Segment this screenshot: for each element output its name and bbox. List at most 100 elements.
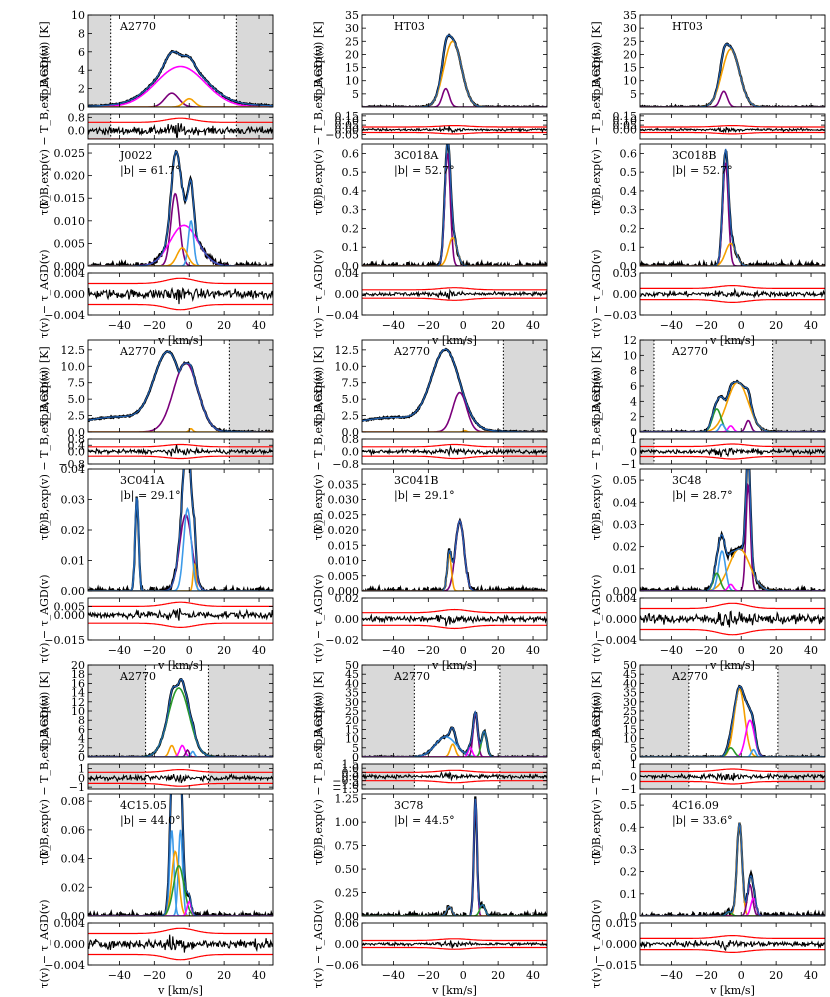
axes-frame	[87, 763, 274, 790]
excluded-region	[499, 665, 547, 757]
gaussian-component	[362, 153, 547, 266]
y-tick-label: 0.025	[54, 147, 86, 160]
x-tick-label: 40	[804, 644, 818, 657]
x-tick-label: 20	[491, 644, 505, 657]
y-tick-label: 14	[71, 687, 85, 700]
y-tick-label: 0.5	[620, 166, 638, 179]
y-tick-label: 0.000	[54, 938, 86, 951]
y-tick-label: 0.6	[620, 147, 638, 160]
model-fit	[362, 519, 547, 591]
y-tick-label: 10	[623, 349, 637, 362]
y-tick-label: 0.15	[335, 110, 360, 123]
gaussian-component	[362, 237, 547, 266]
y-tick-label: 0.4	[342, 185, 360, 198]
y-axis-label: τ(v)	[38, 195, 51, 216]
x-tick-label: −40	[382, 969, 405, 982]
axes-frame	[87, 339, 274, 433]
y-axis-label: τ(v) − τ_AGD(v)	[590, 574, 603, 663]
y-tick-label: 0.005	[54, 237, 86, 250]
axes-frame	[361, 468, 548, 592]
y-tick-label: −0.004	[44, 959, 85, 972]
latitude-label: |b| = 52.7°	[672, 164, 733, 178]
y-axis-label: τ(v)	[590, 520, 603, 541]
y-tick-label: 10	[71, 705, 85, 718]
data-spectrum	[640, 469, 825, 591]
data-spectrum	[362, 796, 547, 916]
y-axis-label: T_B,exp(v) [K]	[312, 671, 325, 750]
y-tick-label: 35	[623, 687, 637, 700]
error-envelope-upper	[362, 769, 547, 773]
y-tick-label: −0.04	[325, 309, 359, 322]
y-tick-label: 6	[78, 723, 85, 736]
x-tick-label: 0	[186, 969, 193, 982]
gaussian-component	[88, 513, 273, 591]
residual-line	[88, 122, 273, 138]
y-axis-label: T_B,exp(v) − T_B,exp,AGD(v)	[590, 370, 603, 533]
y-tick-label: 15	[345, 62, 359, 75]
y-tick-label: 0.030	[328, 494, 360, 507]
model-fit	[640, 43, 825, 107]
gaussian-component	[88, 849, 273, 916]
residual-line	[88, 286, 273, 305]
subplot-E-tau: 0.000 0.005 0.010 0.015 0.020 0.025 0.030 0.035…	[312, 468, 548, 598]
x-tick-label: 40	[526, 969, 540, 982]
y-tick-label: 15	[623, 723, 637, 736]
gaussian-component	[88, 192, 273, 266]
error-envelope-upper	[362, 938, 547, 942]
x-tick-label: −40	[108, 969, 131, 982]
y-tick-label: 0	[630, 771, 637, 784]
x-tick-label: 20	[769, 319, 783, 332]
excluded-region	[772, 340, 825, 432]
y-axis-label: T_B,exp(v) − T_B,exp,AGD(v)	[38, 370, 51, 533]
y-tick-label: 20	[623, 48, 637, 61]
excluded-region	[208, 665, 273, 757]
y-tick-label: 0.000	[606, 938, 638, 951]
y-tick-label: 0.004	[54, 267, 86, 280]
error-envelope-upper	[88, 277, 273, 285]
subplot-H-tau: 0.00 0.25 0.50 0.75 1.00 1.25 τ(v) 3C78 |b| = 44…	[312, 793, 548, 923]
x-axis-label: v [km/s]	[157, 659, 203, 672]
residual-line	[88, 934, 273, 953]
y-tick-label: 0.005	[328, 570, 360, 583]
source-label: A2770	[393, 345, 430, 358]
y-tick-label: 35	[345, 687, 359, 700]
latitude-label: |b| = 44.0°	[120, 814, 181, 828]
x-tick-label: −40	[108, 644, 131, 657]
y-tick-label: −0.05	[325, 128, 359, 141]
gaussian-component	[88, 224, 273, 266]
gaussian-component	[640, 425, 825, 432]
latitude-label: |b| = 29.1°	[120, 489, 181, 503]
gaussian-component	[640, 381, 825, 432]
y-tick-label: 0.00	[335, 124, 360, 137]
y-tick-label: 0.05	[613, 474, 638, 487]
y-tick-label: 0.0	[68, 446, 86, 459]
error-envelope-lower	[362, 946, 547, 950]
model-fit	[88, 50, 273, 107]
source-label: A2770	[119, 20, 156, 33]
error-envelope-upper	[362, 608, 547, 614]
x-tick-label: −20	[695, 644, 718, 657]
gaussian-component	[640, 48, 825, 107]
gaussian-component	[640, 548, 825, 591]
x-tick-label: −20	[417, 644, 440, 657]
y-tick-label: −1	[621, 783, 637, 796]
y-tick-label: 10	[345, 75, 359, 88]
y-tick-label: 0.000	[54, 288, 86, 301]
y-tick-label: 18	[71, 668, 85, 681]
error-envelope-upper	[88, 769, 273, 773]
axes-frame	[639, 793, 826, 917]
model-fit	[362, 34, 547, 107]
y-tick-label: 25	[345, 705, 359, 718]
x-tick-label: 40	[526, 319, 540, 332]
y-axis-label: T_B,exp(v) [K]	[590, 671, 603, 750]
x-tick-label: −20	[143, 319, 166, 332]
gaussian-component	[88, 829, 273, 916]
y-tick-label: 0.50	[335, 863, 360, 876]
y-tick-label: 7.5	[342, 377, 360, 390]
y-tick-label: 0.1	[620, 241, 638, 254]
excluded-region	[208, 764, 273, 789]
y-tick-label: 5	[352, 742, 359, 755]
x-tick-label: 0	[186, 319, 193, 332]
